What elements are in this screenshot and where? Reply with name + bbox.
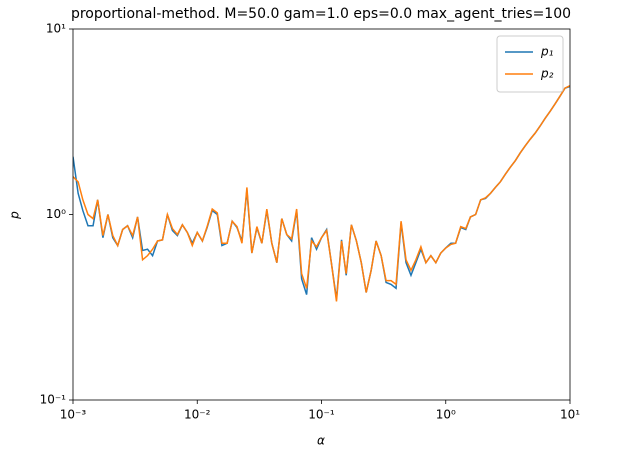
legend-box — [496, 35, 564, 93]
y-tick-label: 10⁰ — [46, 207, 66, 221]
x-tick-label: 10⁻¹ — [308, 408, 335, 422]
y-tick-label: 10¹ — [46, 22, 66, 36]
legend-label: p₁ — [540, 45, 554, 59]
series-line — [73, 84, 570, 302]
x-tick-label: 10⁻³ — [60, 408, 87, 422]
legend-label: p₂ — [540, 67, 554, 81]
y-tick-label: 10⁻¹ — [40, 393, 67, 407]
x-tick-label: 10⁻² — [184, 408, 211, 422]
y-axis-label: p — [8, 211, 22, 220]
x-tick-label: 10⁰ — [436, 408, 456, 422]
x-axis-label: α — [317, 434, 325, 448]
series-line — [73, 85, 570, 300]
x-tick-label: 10¹ — [560, 408, 580, 422]
chart-title: proportional-method. M=50.0 gam=1.0 eps=… — [71, 6, 571, 22]
plot-frame — [72, 28, 571, 401]
